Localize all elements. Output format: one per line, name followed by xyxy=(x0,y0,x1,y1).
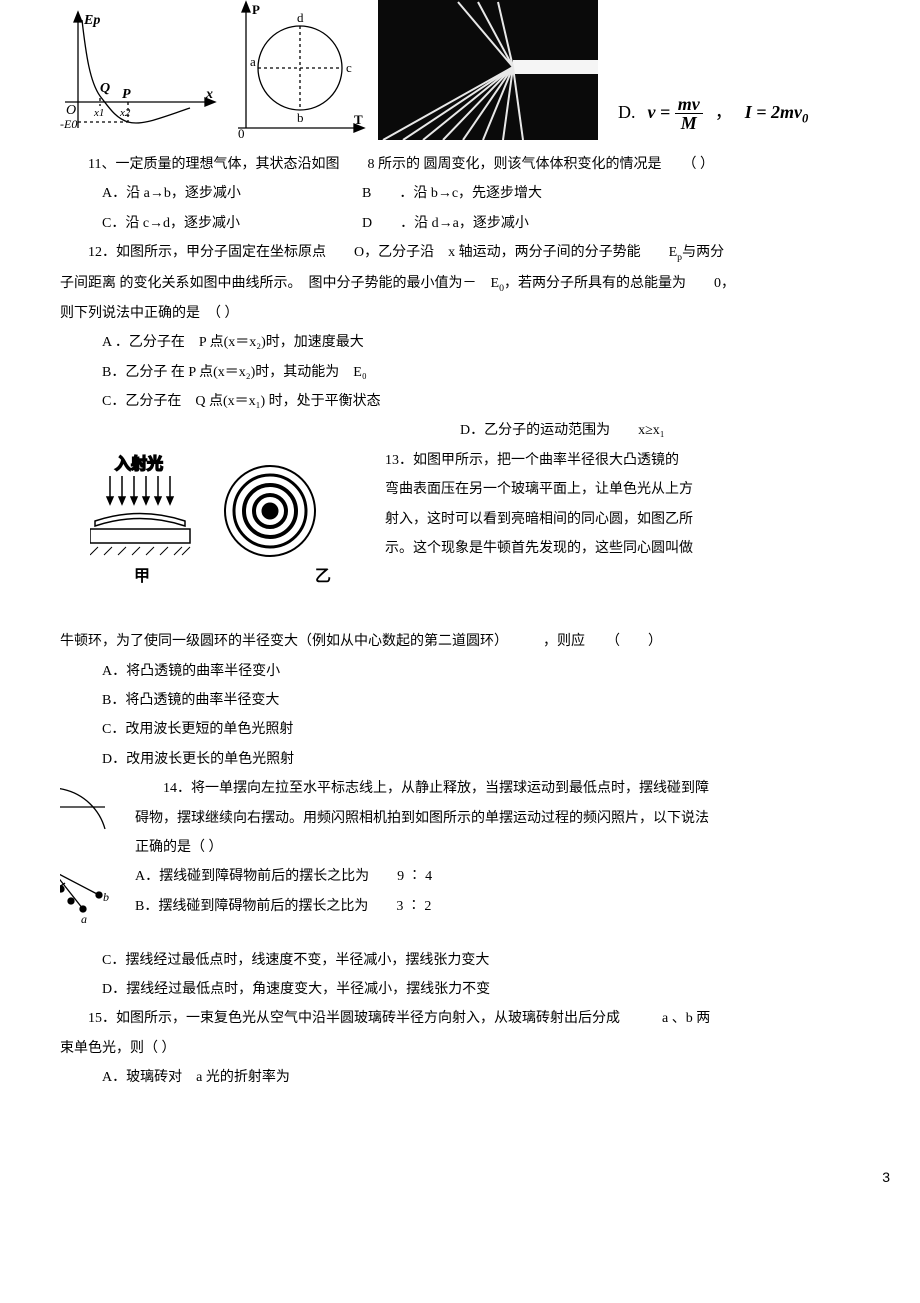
q14-stem-2: 碍物，摆球继续向右摆动。用频闪照相机拍到如图所示的单摆运动过程的频闪照片，以下说… xyxy=(60,804,860,833)
option-d-formula: D. ν = mv M ， I = 2mv0 xyxy=(618,94,808,132)
q14-stem-3: 正确的是（ ） xyxy=(60,833,860,862)
svg-text:b: b xyxy=(103,890,109,904)
q12-stem-2: 子间距离 的变化关系如图中曲线所示。 图中分子势能的最小值为－ E0，若两分子所… xyxy=(60,269,860,299)
svg-text:甲: 甲 xyxy=(134,567,150,585)
svg-text:Ep: Ep xyxy=(83,13,100,28)
svg-text:c: c xyxy=(346,60,352,75)
q12-b: B．乙分子 在 P 点(x＝x₂)时，其动能为 E₀ xyxy=(60,358,860,387)
figure-rays-photo xyxy=(378,0,598,140)
page-number: 3 xyxy=(0,1133,920,1192)
q14-block: 30° 45° O a b 14．将一单摆向左拉至水平标志线上，从静止释放，当摆… xyxy=(60,774,860,945)
svg-text:-E0: -E0 xyxy=(60,117,77,131)
svg-text:0: 0 xyxy=(238,126,245,140)
svg-text:P: P xyxy=(122,87,131,102)
q11-ab: A．沿 a→b，逐步减小B ．沿 b→c，先逐步增大 xyxy=(60,179,860,208)
svg-text:x: x xyxy=(205,87,213,102)
q15-a: A．玻璃砖对 a 光的折射率为 xyxy=(60,1063,860,1092)
q15-stem-2: 束单色光，则（ ） xyxy=(60,1034,860,1063)
svg-text:a: a xyxy=(81,912,87,926)
q13-c: C．改用波长更短的单色光照射 xyxy=(60,715,860,744)
q13-b: B．将凸透镜的曲率半径变大 xyxy=(60,686,860,715)
q13-d: D．改用波长更长的单色光照射 xyxy=(60,745,860,774)
svg-text:O: O xyxy=(66,103,76,118)
q12-d: D．乙分子的运动范围为 x≥x₁ xyxy=(60,416,860,445)
q11-cd: C．沿 c→d，逐步减小D ．沿 d→a，逐步减小 xyxy=(60,209,860,238)
q14-c: C．摆线经过最低点时，线速度不变，半径减小，摆线张力变大 xyxy=(60,946,860,975)
svg-text:T: T xyxy=(354,112,363,127)
q14-stem-1: 14．将一单摆向左拉至水平标志线上，从静止释放，当摆球运动到最低点时，摆线碰到障 xyxy=(60,774,860,803)
q13-a: A．将凸透镜的曲率半径变小 xyxy=(60,657,860,686)
svg-text:乙: 乙 xyxy=(315,568,331,585)
svg-text:d: d xyxy=(297,10,304,25)
q11-stem: 11、一定质量的理想气体，其状态沿如图 8 所示的 圆周变化，则该气体体积变化的… xyxy=(60,150,860,179)
svg-text:P: P xyxy=(252,2,260,17)
q12-stem-3: 则下列说法中正确的是 （ ） xyxy=(60,299,860,328)
svg-text:a: a xyxy=(250,54,256,69)
q13-block: 入射光 xyxy=(60,446,860,627)
q14-a: A．摆线碰到障碍物前后的摆长之比为 9 ∶ 4 xyxy=(60,862,860,891)
svg-text:x1: x1 xyxy=(93,107,104,119)
q15-stem-1: 15．如图所示，一束复色光从空气中沿半圆玻璃砖半径方向射入，从玻璃砖射出后分成 … xyxy=(60,1004,860,1033)
q12-a: A ．乙分子在 P 点(x＝x₂)时，加速度最大 xyxy=(60,328,860,357)
svg-text:x2: x2 xyxy=(119,107,131,119)
q13-stem-5: 牛顿环，为了使同一级圆环的半径变大（例如从中心数起的第二道圆环） ，则应 （ ） xyxy=(60,627,860,656)
figure-ep-curve: Ep x O -E0 Q P x1 x2 xyxy=(60,10,218,140)
q12-stem-1: 12．如图所示，甲分子固定在坐标原点 O，乙分子沿 x 轴运动，两分子间的分子势… xyxy=(60,238,860,268)
svg-text:b: b xyxy=(297,110,304,125)
q12-c: C．乙分子在 Q 点(x＝x₁) 时，处于平衡状态 xyxy=(60,387,860,416)
figure-pendulum-strobe: 30° 45° O a b xyxy=(60,779,125,929)
figure-newton-ring-setup: 入射光 xyxy=(90,451,370,611)
q14-d: D．摆线经过最低点时，角速度变大，半径减小，摆线张力不变 xyxy=(60,975,860,1004)
q14-b: B．摆线碰到障碍物前后的摆长之比为 3 ∶ 2 xyxy=(60,892,860,921)
top-figures-row: Ep x O -E0 Q P x1 x2 P xyxy=(60,0,860,140)
figure-pt-circle: P T 0 a b c d xyxy=(228,0,368,140)
svg-text:入射光: 入射光 xyxy=(115,454,163,473)
svg-text:Q: Q xyxy=(100,81,110,96)
